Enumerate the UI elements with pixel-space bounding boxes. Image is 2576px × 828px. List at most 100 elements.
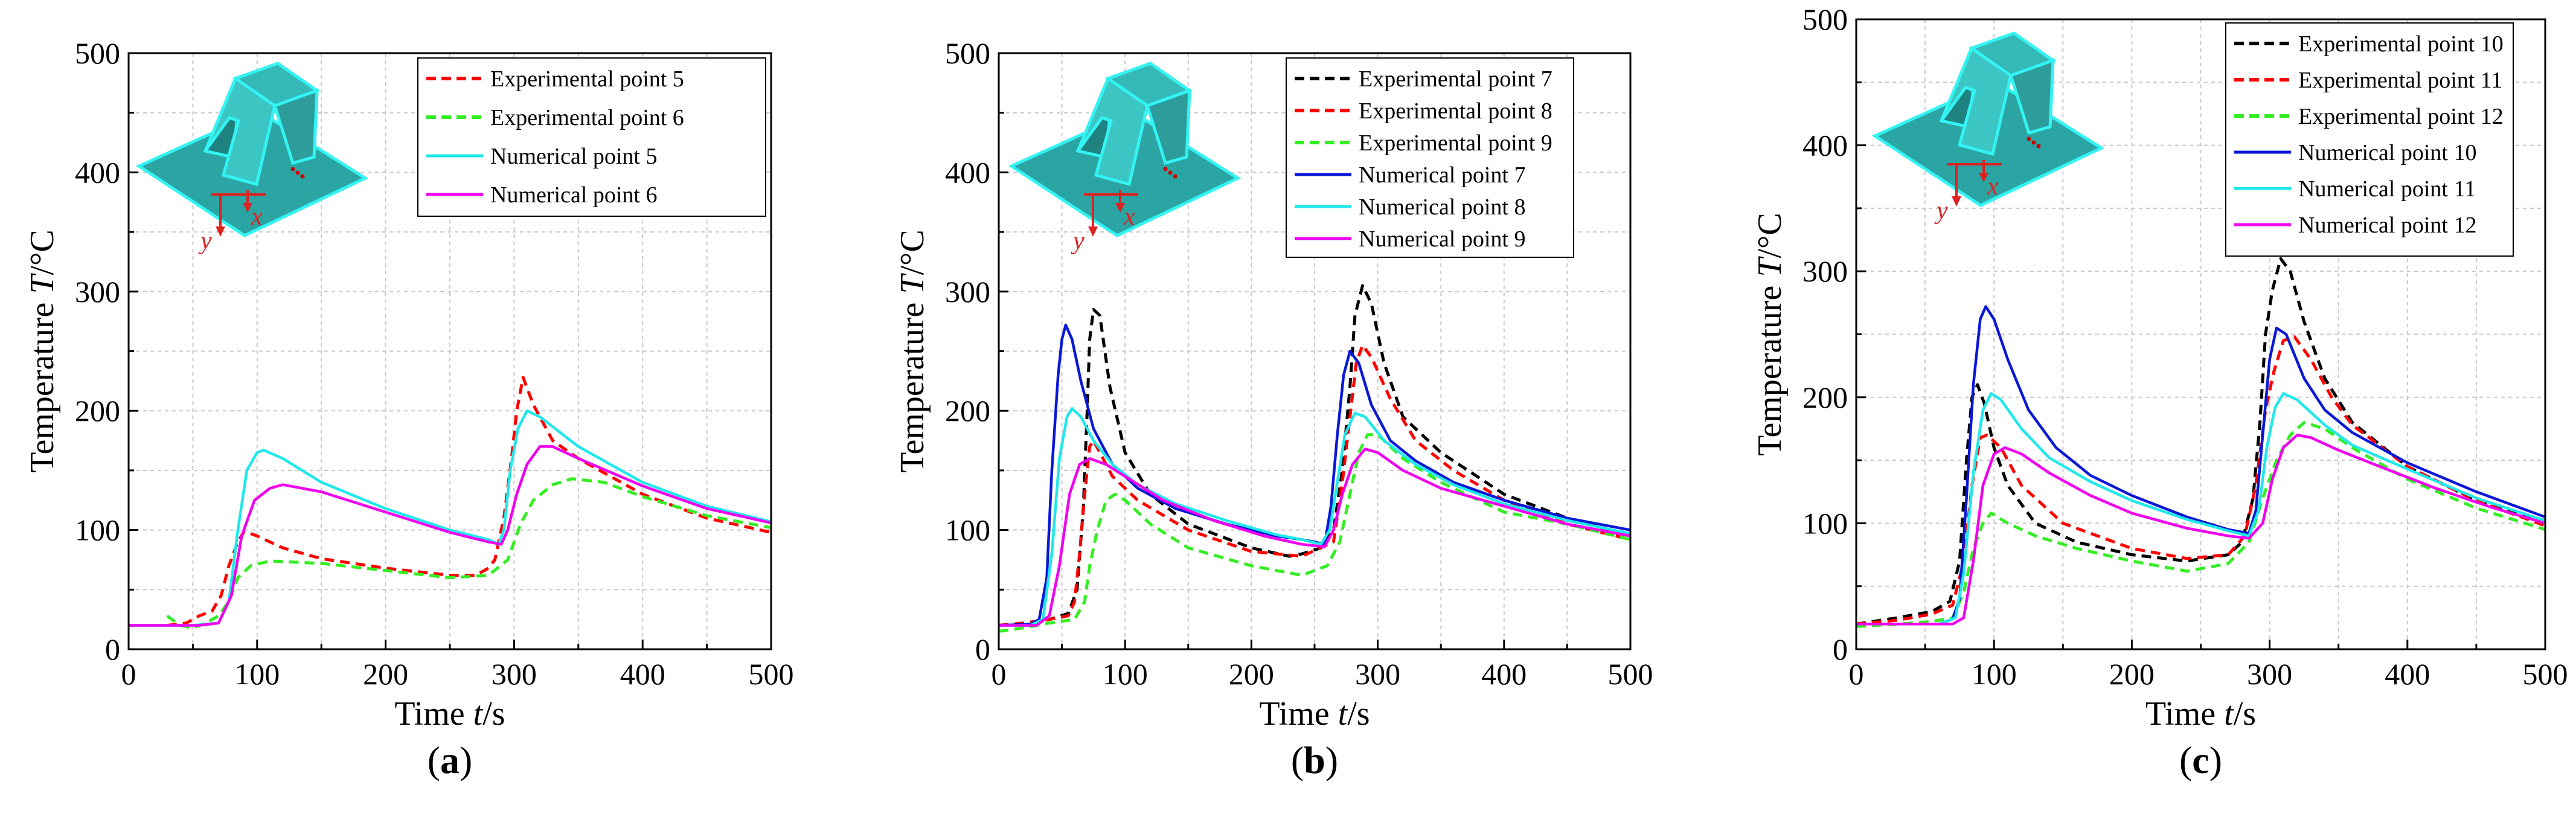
inset-point-marker (290, 167, 295, 172)
inset-y-label: y (1934, 197, 1948, 225)
inset-x-arrowhead (243, 203, 252, 213)
y-tick-label-text: 300 (1802, 254, 1848, 288)
y-tick-label: 400 (945, 155, 990, 189)
panel-label-letter: b (1304, 739, 1325, 781)
x-tick-label: 200 (2109, 657, 2155, 691)
series-line-experimental-point-6 (166, 477, 772, 629)
x-axis-title-unit: /s (482, 695, 505, 733)
x-tick-label: 100 (234, 657, 280, 691)
x-tick-label-text: 400 (1481, 657, 1527, 691)
y-tick-label: 200 (945, 394, 990, 428)
series-line-numerical-point-12 (1856, 434, 2546, 626)
legend-entry-text: Experimental point 6 (490, 105, 684, 130)
x-axis-title: Time t/s (1259, 695, 1370, 733)
x-tick-label-text: 300 (1355, 657, 1400, 691)
y-tick-label-text: 0 (975, 632, 990, 666)
legend-entry-text: Numerical point 8 (1359, 194, 1525, 220)
x-tick-label-text: 100 (234, 657, 280, 691)
panel-label: (c) (2179, 739, 2222, 781)
x-tick-label-text: 500 (749, 657, 794, 691)
legend-entry-text: Numerical point 10 (2298, 140, 2476, 165)
y-tick-label-text: 0 (1833, 632, 1848, 666)
legend-entry-text: Experimental point 5 (490, 66, 684, 92)
inset-y-arrowhead (216, 226, 225, 237)
inset-y-label-text: y (1934, 197, 1948, 225)
panel-label-letter: c (2192, 739, 2209, 781)
inset-hat-front (1940, 46, 2013, 156)
legend-entry: Experimental point 11 (2298, 68, 2502, 93)
y-tick-label: 300 (1802, 254, 1848, 288)
series-line-experimental-point-9 (998, 433, 1631, 633)
y-tick-label-text: 0 (105, 632, 120, 666)
inset-part-image: yx (1871, 31, 2105, 225)
inset-point-marker (1163, 167, 1168, 172)
x-axis-title-main: Time (2145, 695, 2224, 733)
legend: Experimental point 5 Experimental point 6… (417, 57, 766, 217)
series-line-experimental-point-8 (998, 344, 1631, 627)
y-axis-title-var: T (1751, 256, 1789, 277)
inset-point-marker (2031, 140, 2036, 145)
y-tick-label: 0 (105, 632, 120, 666)
x-tick-label-text: 500 (1608, 657, 1653, 691)
x-axis-title-var: t (473, 695, 484, 733)
legend: Experimental point 7 Experimental point 8… (1286, 57, 1574, 258)
y-tick-label: 500 (945, 36, 990, 70)
inset-point-marker (2036, 144, 2041, 149)
x-axis-title: Time t/s (394, 695, 505, 733)
legend-entry: Numerical point 9 (1359, 226, 1525, 252)
legend: Experimental point 10 Experimental point … (2225, 22, 2514, 257)
series-line-numerical-point-10 (1856, 305, 2546, 626)
inset-x-label-text: x (251, 203, 263, 231)
y-axis-title-unit: /°C (24, 229, 61, 275)
legend-box (1286, 57, 1574, 258)
legend-entry: Numerical point 11 (2298, 176, 2476, 202)
y-tick-label: 0 (975, 632, 990, 666)
panel-label-close: ) (1325, 739, 1338, 781)
x-tick-label: 0 (1849, 657, 1864, 691)
series-line-numerical-point-8 (999, 407, 1631, 627)
inset-hat-front (203, 76, 277, 187)
legend-entry-text: Numerical point 7 (1359, 162, 1525, 188)
panel-label: (b) (1291, 739, 1338, 781)
legend-entry-text: Numerical point 6 (490, 182, 657, 208)
panel-label: (a) (428, 739, 473, 781)
x-tick-label: 300 (2247, 657, 2292, 691)
inset-x-label: x (1123, 203, 1135, 231)
inset-point-marker (2027, 136, 2031, 141)
inset-y-arrowhead (1952, 196, 1961, 207)
inset-hat-front (1076, 76, 1149, 187)
series-line-experimental-point-5 (167, 376, 772, 627)
x-axis-title-unit: /s (1347, 695, 1370, 733)
legend-box (2225, 22, 2514, 257)
x-axis-title-var: t (2224, 695, 2234, 733)
legend-entry-text: Experimental point 9 (1359, 130, 1552, 156)
x-tick-label-text: 200 (1229, 657, 1274, 691)
legend-entry: Experimental point 8 (1359, 98, 1552, 124)
legend-entry: Numerical point 12 (2298, 213, 2476, 238)
y-tick-label: 0 (1833, 632, 1848, 666)
y-tick-label: 100 (945, 513, 990, 547)
y-tick-label-text: 500 (945, 36, 990, 70)
x-tick-label: 400 (2385, 657, 2430, 691)
x-tick-label: 200 (1229, 657, 1274, 691)
panel-label-open: ( (1291, 739, 1304, 781)
x-tick-label: 500 (2523, 657, 2568, 691)
legend-entry-text: Experimental point 8 (1359, 98, 1552, 124)
y-axis-title: Temperature T/°C (1751, 213, 1789, 456)
inset-point-marker (1173, 174, 1177, 179)
inset-hat-side (272, 88, 319, 165)
legend-box (417, 57, 766, 217)
inset-point-marker (295, 170, 300, 175)
inset-y-label-text: y (1071, 227, 1085, 255)
x-tick-label: 0 (121, 657, 136, 691)
legend-entry-text: Numerical point 5 (490, 144, 657, 169)
y-tick-label-text: 300 (75, 275, 120, 309)
inset-x-label: x (251, 203, 263, 231)
y-tick-label: 100 (75, 513, 120, 547)
y-tick-label: 200 (75, 394, 120, 428)
legend-entry-text: Numerical point 9 (1359, 226, 1525, 252)
panel-label-open: ( (428, 739, 440, 781)
legend-entry: Numerical point 6 (490, 182, 657, 208)
